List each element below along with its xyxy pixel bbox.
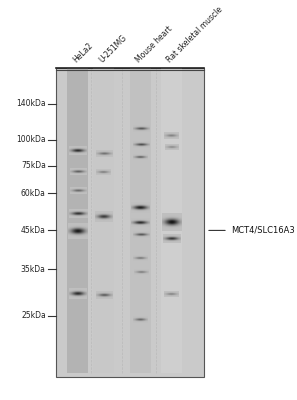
Text: MCT4/SLC16A3: MCT4/SLC16A3 bbox=[209, 226, 294, 235]
Text: 75kDa: 75kDa bbox=[21, 161, 46, 170]
Text: 25kDa: 25kDa bbox=[21, 312, 46, 320]
FancyBboxPatch shape bbox=[93, 68, 114, 374]
Text: 60kDa: 60kDa bbox=[21, 188, 46, 198]
FancyBboxPatch shape bbox=[130, 68, 151, 374]
Text: 140kDa: 140kDa bbox=[16, 100, 46, 108]
Text: U-251MG: U-251MG bbox=[97, 33, 129, 64]
FancyBboxPatch shape bbox=[161, 68, 182, 374]
Text: 35kDa: 35kDa bbox=[21, 265, 46, 274]
Text: Mouse heart: Mouse heart bbox=[134, 24, 174, 64]
Text: 100kDa: 100kDa bbox=[16, 135, 46, 144]
FancyBboxPatch shape bbox=[67, 68, 88, 374]
FancyBboxPatch shape bbox=[56, 68, 203, 377]
Text: Rat skeletal muscle: Rat skeletal muscle bbox=[165, 5, 225, 64]
Text: HeLa2: HeLa2 bbox=[72, 41, 95, 64]
Text: 45kDa: 45kDa bbox=[21, 226, 46, 235]
